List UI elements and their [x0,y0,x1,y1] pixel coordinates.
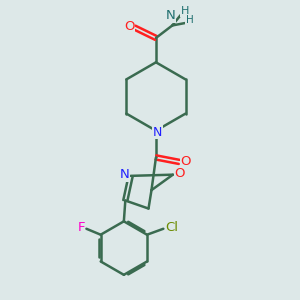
Text: Cl: Cl [165,221,178,234]
Text: H: H [181,6,189,16]
Text: O: O [124,20,134,33]
Text: F: F [77,221,85,234]
Text: N: N [153,126,162,139]
Text: O: O [180,155,191,168]
Text: N: N [119,168,129,181]
Text: N: N [166,10,176,22]
Text: H: H [186,15,194,25]
Text: O: O [174,167,185,180]
